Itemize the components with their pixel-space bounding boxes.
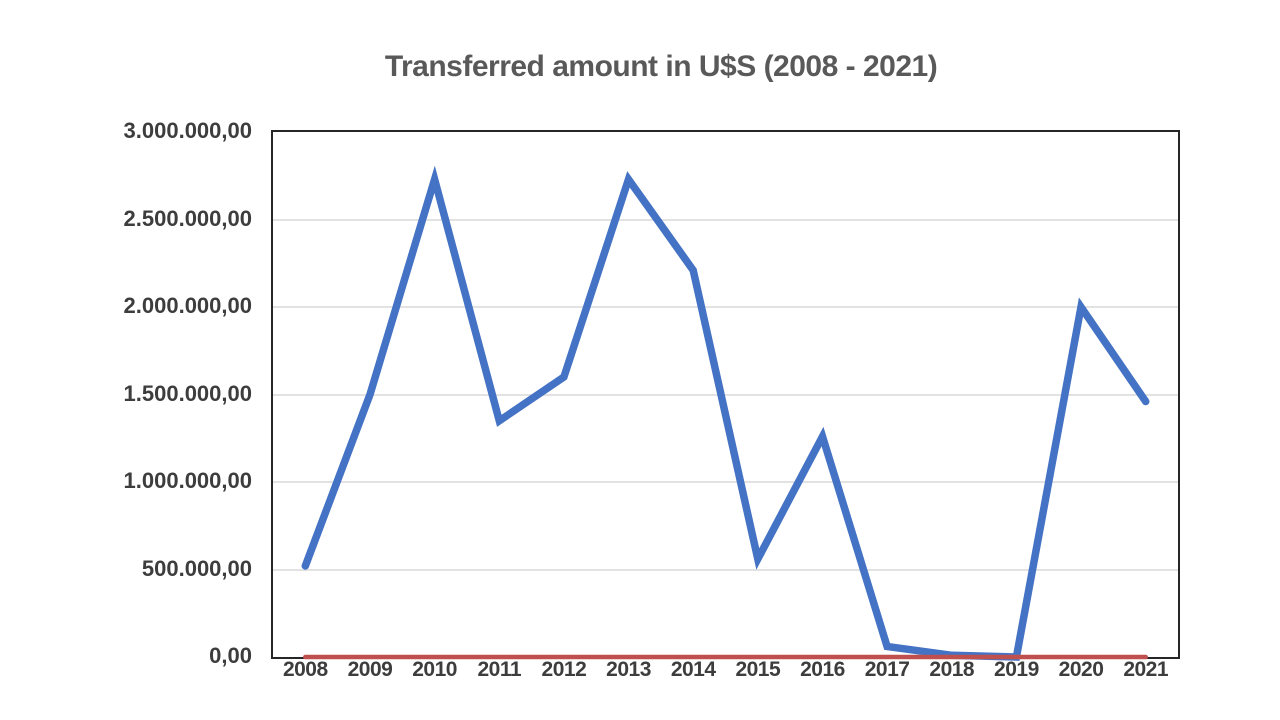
y-tick-label: 2.000.000,00 [123, 293, 252, 318]
x-tick-label: 2009 [347, 658, 393, 681]
series-lines [301, 165, 1150, 661]
plot-area [271, 130, 1180, 661]
x-tick-label: 2013 [606, 658, 651, 681]
y-axis-tick-labels: 3.000.000,00 2.500.000,00 2.000.000,00 1.50… [60, 118, 252, 668]
x-tick-label: 2020 [1058, 658, 1104, 681]
x-tick-label: 2021 [1123, 658, 1169, 681]
x-tick-label: 2015 [735, 658, 781, 681]
y-tick-label: 2.500.000,00 [123, 205, 252, 231]
x-tick-label: 2017 [864, 658, 910, 681]
x-tick-label: 2010 [412, 658, 457, 681]
gridline [273, 393, 1178, 396]
x-tick-label: 2016 [800, 658, 845, 681]
gridline [273, 306, 1178, 308]
y-tick-label: 500.000,00 [141, 555, 252, 581]
x-tick-label: 2012 [541, 658, 587, 681]
gridline [273, 481, 1178, 483]
y-tick-label: 0,00 [209, 643, 252, 668]
x-tick-label: 2019 [994, 658, 1039, 681]
gridline [273, 568, 1178, 571]
chart-title: Transferred amount in U$S (2008 - 2021) [384, 50, 938, 83]
x-tick-label: 2011 [477, 658, 522, 681]
y-tick-label: 1.500.000,00 [123, 380, 252, 406]
gridline [273, 218, 1178, 221]
x-axis-tick-labels: 2008 2009 2010 2011 2012 2013 2014 2015 2016 2017… [273, 658, 1178, 686]
x-tick-label: 2014 [670, 658, 716, 681]
x-tick-label: 2008 [282, 658, 328, 681]
y-tick-label: 3.000.000,00 [123, 118, 252, 143]
y-tick-label: 1.000.000,00 [123, 468, 252, 493]
x-tick-label: 2018 [929, 658, 975, 681]
series-line-transferred-amount-blue [301, 165, 1150, 661]
